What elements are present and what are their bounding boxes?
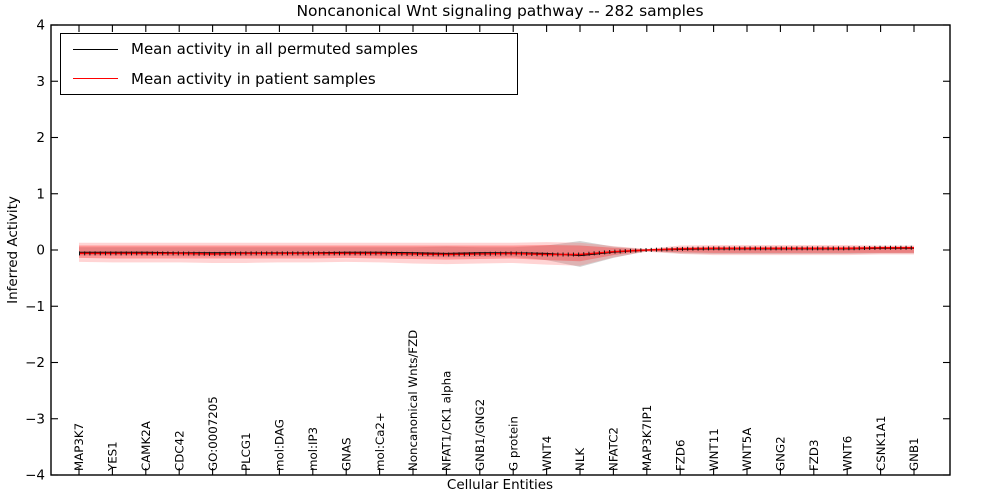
x-tick-label: WNT4 bbox=[540, 436, 554, 471]
x-tick-label: mol:Ca2+ bbox=[373, 412, 387, 471]
x-tick-label: NFAT1/CK1 alpha bbox=[440, 371, 454, 471]
x-tick-label: mol:DAG bbox=[273, 419, 287, 471]
legend-label-patient: Mean activity in patient samples bbox=[131, 69, 376, 88]
x-tick-label: WNT11 bbox=[707, 428, 721, 471]
chart-title: Noncanonical Wnt signaling pathway -- 28… bbox=[296, 2, 704, 20]
legend-item-permuted: Mean activity in all permuted samples bbox=[61, 35, 517, 63]
x-tick-label: G protein bbox=[506, 416, 520, 471]
x-tick-label: mol:IP3 bbox=[306, 427, 320, 471]
patient-mean-line bbox=[79, 247, 914, 256]
legend-label-permuted: Mean activity in all permuted samples bbox=[131, 40, 418, 59]
x-tick-label: GNB1 bbox=[907, 437, 921, 471]
x-tick-label: YES1 bbox=[106, 441, 120, 472]
x-tick-label: GNG2 bbox=[774, 436, 788, 471]
y-tick-label: −2 bbox=[25, 355, 45, 371]
x-tick-label: GNAS bbox=[339, 437, 353, 471]
x-tick-label: Noncanonical Wnts/FZD bbox=[406, 330, 420, 471]
y-tick-label: 0 bbox=[36, 243, 45, 259]
x-tick-label: WNT5A bbox=[740, 428, 754, 471]
x-tick-label: GO:0007205 bbox=[206, 396, 220, 471]
x-tick-label: CAMK2A bbox=[139, 421, 153, 471]
y-tick-label: 3 bbox=[36, 74, 45, 90]
x-tick-label: NFATC2 bbox=[607, 427, 621, 471]
x-tick-label: WNT6 bbox=[840, 436, 854, 471]
y-tick-label: −1 bbox=[25, 299, 45, 315]
x-tick-label: CSNK1A1 bbox=[874, 416, 888, 471]
x-tick-label: CDC42 bbox=[172, 430, 186, 471]
x-tick-label: GNB1/GNG2 bbox=[473, 399, 487, 471]
x-tick-label: MAP3K7IP1 bbox=[640, 405, 654, 471]
y-tick-label: 1 bbox=[36, 186, 45, 202]
legend-item-patient: Mean activity in patient samples bbox=[61, 65, 517, 93]
y-axis-label: Inferred Activity bbox=[5, 196, 21, 304]
x-tick-label: NLK bbox=[573, 448, 587, 471]
legend-line-patient-icon bbox=[73, 78, 118, 80]
legend-line-permuted-icon bbox=[73, 48, 118, 50]
x-tick-label: PLCG1 bbox=[239, 432, 253, 471]
y-tick-label: 4 bbox=[36, 18, 45, 34]
x-tick-label: FZD6 bbox=[673, 440, 687, 471]
x-axis-label: Cellular Entities bbox=[446, 477, 554, 493]
y-tick-label: 2 bbox=[36, 130, 45, 146]
y-tick-label: −4 bbox=[25, 468, 45, 484]
x-tick-label: MAP3K7 bbox=[72, 423, 86, 471]
y-tick-label: −3 bbox=[25, 411, 45, 427]
x-tick-label: FZD3 bbox=[807, 440, 821, 471]
legend: Mean activity in all permuted samples Me… bbox=[60, 33, 518, 95]
